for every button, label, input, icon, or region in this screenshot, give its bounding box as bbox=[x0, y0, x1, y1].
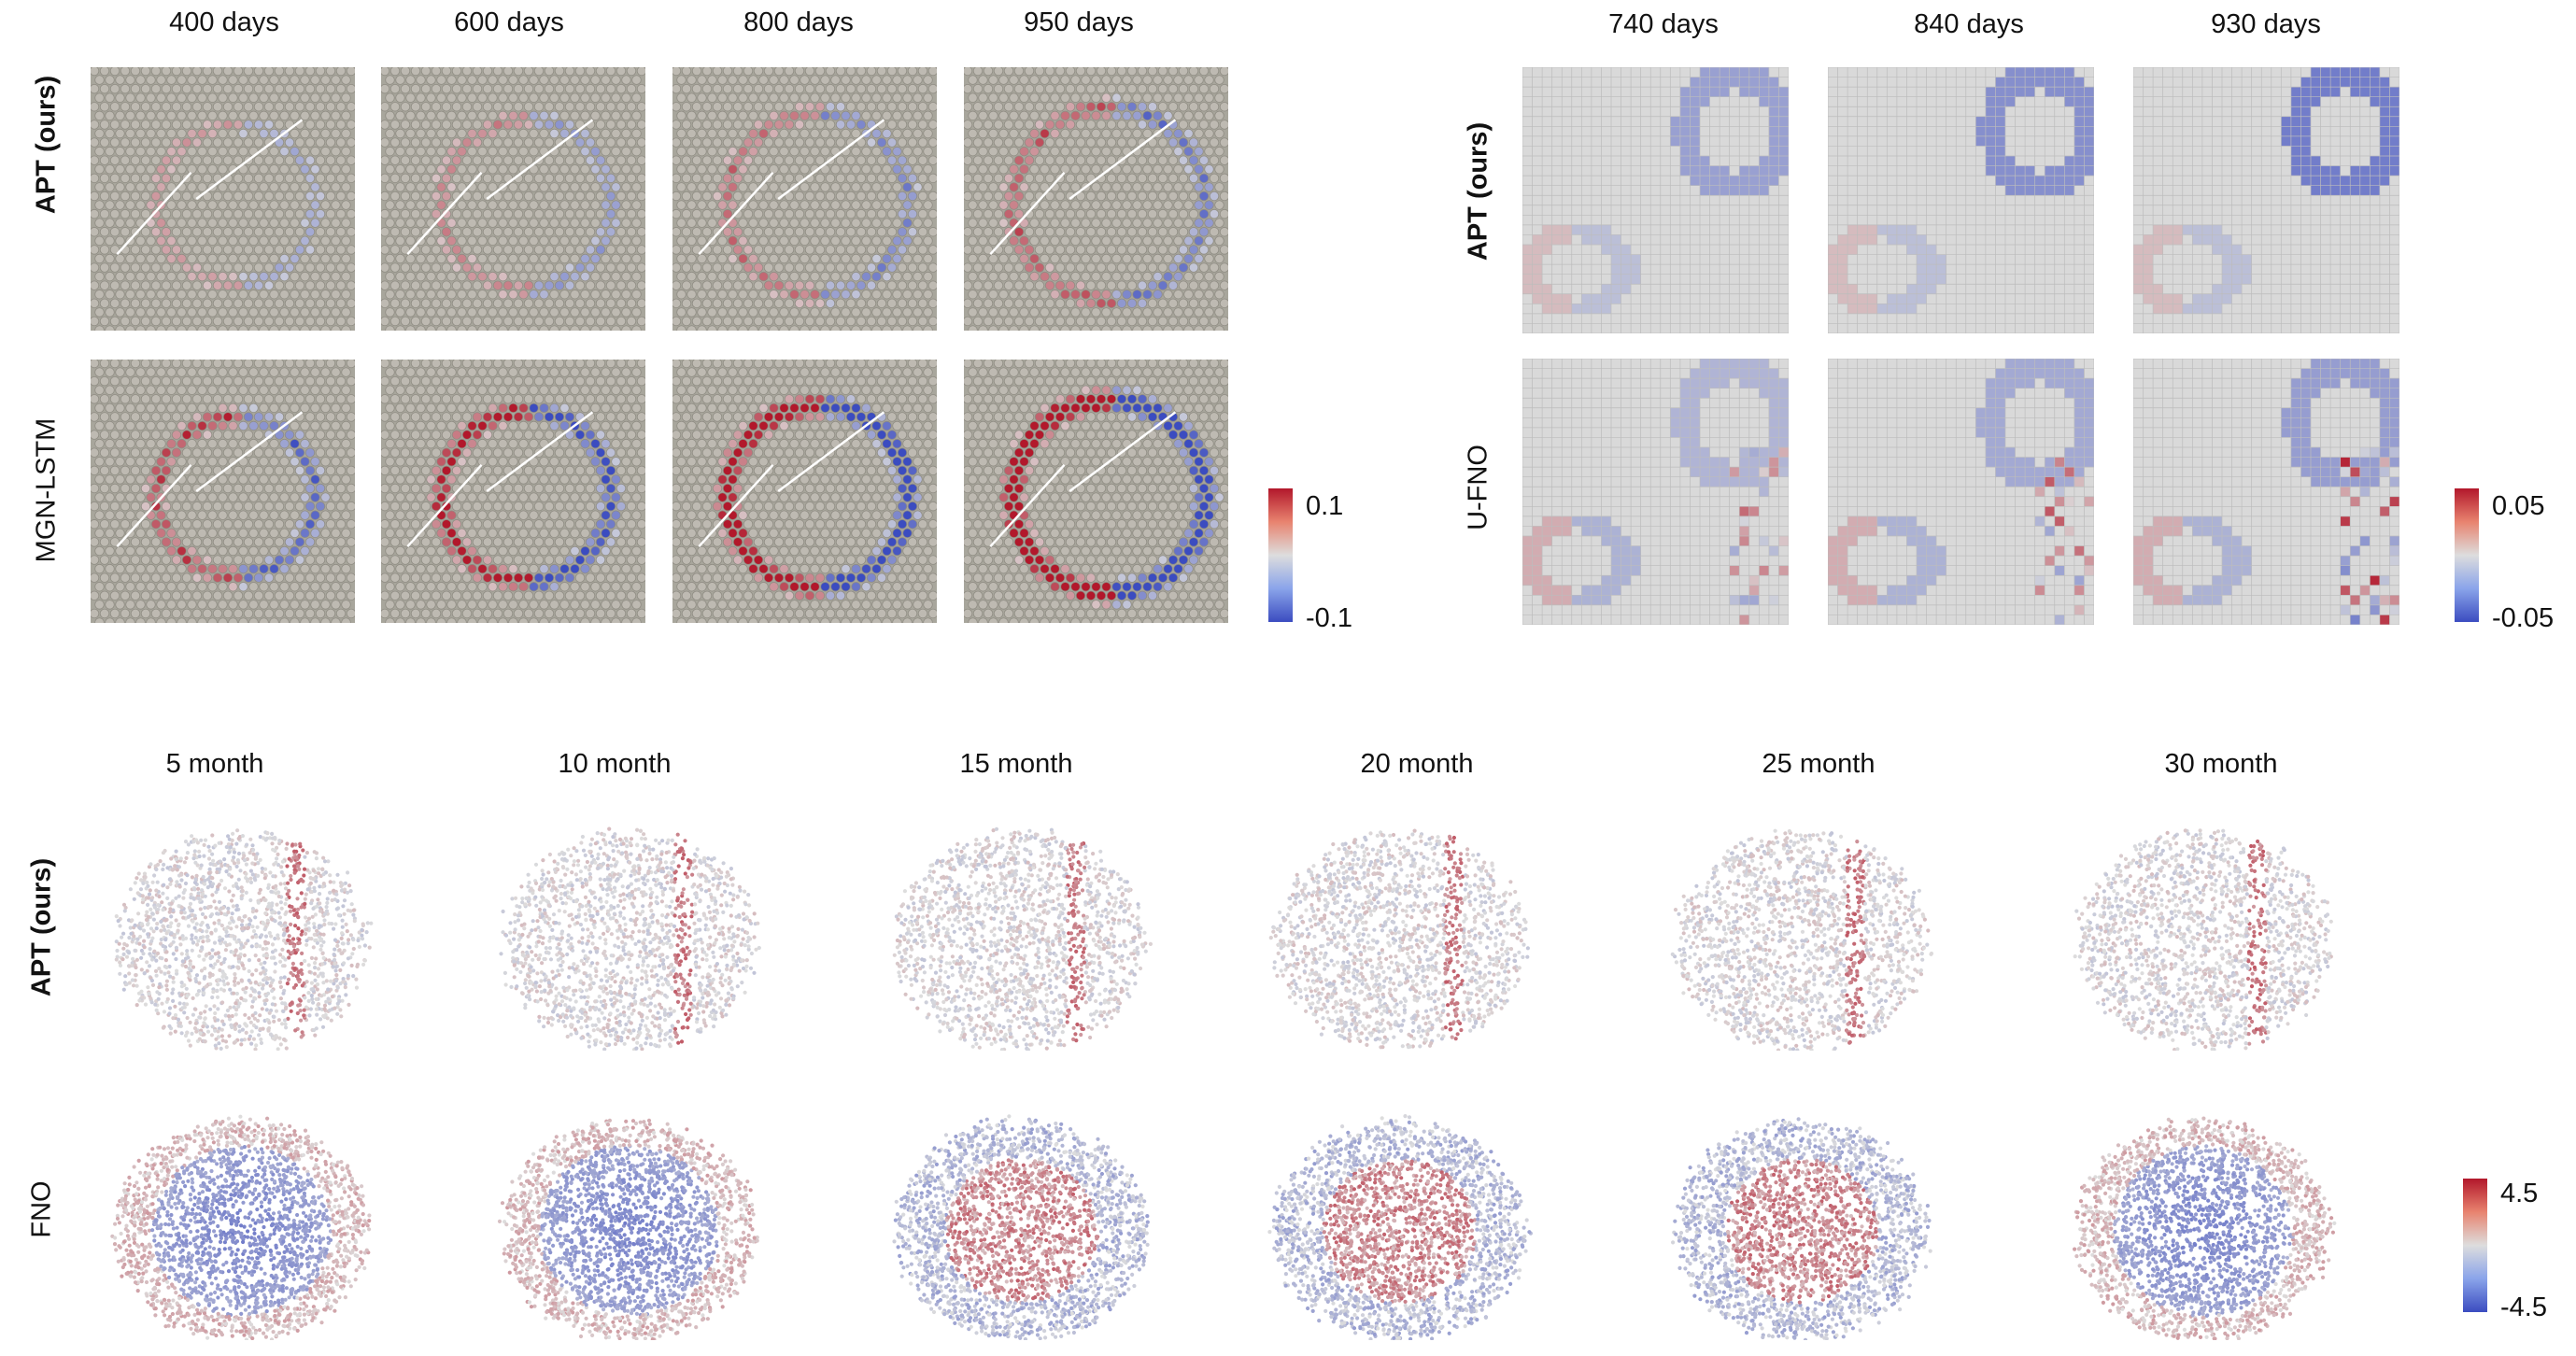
fig-c-panel-r1-c0 bbox=[107, 1097, 406, 1340]
fig-c-time-label-3: 20 month bbox=[1361, 749, 1474, 780]
fig-b-panel-r1-c0 bbox=[1522, 359, 1789, 625]
fig-a-row-label-mgn-lstm: MGN-LSTM bbox=[32, 418, 63, 563]
fig-b-colorbar bbox=[2455, 488, 2479, 622]
fig-c-panel-r0-c5 bbox=[2069, 808, 2368, 1051]
fig-b-row-label-ufno: U-FNO bbox=[1464, 445, 1494, 530]
fig-c-time-label-2: 15 month bbox=[960, 749, 1073, 780]
fig-b-colorbar-min: -0.05 bbox=[2492, 603, 2554, 634]
fig-a-time-label-2: 800 days bbox=[743, 7, 854, 38]
fig-c-colorbar-max: 4.5 bbox=[2500, 1179, 2538, 1209]
fig-b-colorbar-max: 0.05 bbox=[2492, 491, 2544, 522]
fig-a-time-label-1: 600 days bbox=[454, 7, 564, 38]
fig-b-panel-r0-c1 bbox=[1828, 67, 2094, 333]
fig-a-time-label-3: 950 days bbox=[1024, 7, 1134, 38]
fig-c-panel-r0-c1 bbox=[495, 808, 794, 1051]
fig-b-time-label-2: 930 days bbox=[2211, 9, 2321, 40]
fig-a-panel-r0-c2 bbox=[672, 67, 937, 331]
fig-c-panel-r1-c2 bbox=[887, 1097, 1186, 1340]
fig-c-time-label-0: 5 month bbox=[166, 749, 264, 780]
fig-c-panel-r0-c0 bbox=[107, 808, 406, 1051]
fig-a-panel-r1-c3 bbox=[964, 360, 1228, 623]
fig-a-colorbar bbox=[1268, 488, 1293, 622]
fig-c-panel-r1-c1 bbox=[495, 1097, 794, 1340]
fig-b-panel-r1-c1 bbox=[1828, 359, 2094, 625]
fig-b-time-label-0: 740 days bbox=[1608, 9, 1719, 40]
fig-b-panel-r1-c2 bbox=[2133, 359, 2399, 625]
fig-a-panel-r0-c0 bbox=[91, 67, 355, 331]
fig-b-panel-r0-c0 bbox=[1522, 67, 1789, 333]
fig-c-row-label-apt: APT (ours) bbox=[27, 858, 58, 996]
fig-c-colorbar-min: -4.5 bbox=[2500, 1292, 2547, 1323]
fig-c-panel-r0-c3 bbox=[1266, 808, 1564, 1051]
fig-a-panel-r1-c1 bbox=[381, 360, 645, 623]
fig-a-panel-r0-c3 bbox=[964, 67, 1228, 331]
fig-b-time-label-1: 840 days bbox=[1914, 9, 2024, 40]
fig-a-panel-r1-c2 bbox=[672, 360, 937, 623]
fig-b-panel-r0-c2 bbox=[2133, 67, 2399, 333]
fig-b-row-label-apt: APT (ours) bbox=[1464, 122, 1494, 261]
fig-c-row-label-fno: FNO bbox=[27, 1180, 58, 1237]
fig-c-panel-r0-c4 bbox=[1667, 808, 1966, 1051]
fig-c-colorbar bbox=[2463, 1179, 2487, 1312]
fig-c-panel-r1-c5 bbox=[2069, 1097, 2368, 1340]
fig-c-time-label-4: 25 month bbox=[1762, 749, 1875, 780]
fig-a-colorbar-max: 0.1 bbox=[1306, 491, 1343, 522]
fig-a-colorbar-min: -0.1 bbox=[1306, 603, 1352, 634]
fig-c-time-label-1: 10 month bbox=[559, 749, 672, 780]
fig-c-panel-r1-c3 bbox=[1266, 1097, 1564, 1340]
fig-a-row-label-apt: APT (ours) bbox=[32, 76, 63, 214]
fig-a-panel-r1-c0 bbox=[91, 360, 355, 623]
fig-c-time-label-5: 30 month bbox=[2165, 749, 2278, 780]
fig-a-panel-r0-c1 bbox=[381, 67, 645, 331]
fig-c-panel-r0-c2 bbox=[887, 808, 1186, 1051]
fig-a-time-label-0: 400 days bbox=[169, 7, 279, 38]
fig-c-panel-r1-c4 bbox=[1667, 1097, 1966, 1340]
